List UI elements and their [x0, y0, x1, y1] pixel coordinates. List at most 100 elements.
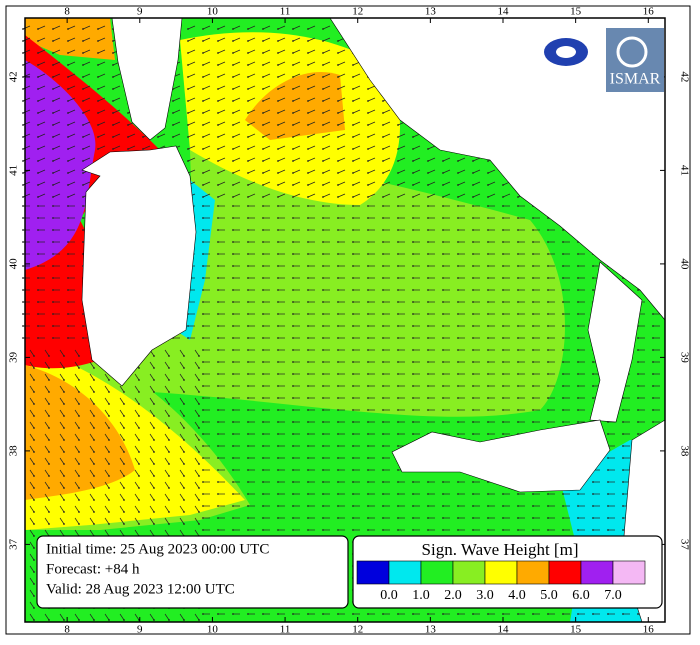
arrow-head [532, 313, 534, 315]
arrow-head [622, 481, 624, 483]
arrow-head [442, 373, 444, 375]
legend-swatch [548, 560, 582, 585]
arrow [89, 613, 95, 621]
arrow [29, 505, 35, 513]
arrow-head [202, 229, 204, 231]
arrow-head [457, 349, 459, 351]
arrow-head [367, 229, 369, 231]
arrow [194, 421, 200, 429]
arrow [367, 133, 376, 138]
arrow-head [517, 529, 519, 531]
arrow-head [337, 217, 339, 219]
arrow-head [67, 313, 69, 315]
arrow-head [412, 217, 414, 219]
arrow-head [337, 289, 339, 291]
arrow-head [442, 229, 444, 231]
arrow [247, 169, 256, 174]
arrow-head [637, 373, 639, 375]
arrow-head [262, 385, 264, 387]
arrow-head [37, 124, 39, 126]
arrow-head [442, 253, 444, 255]
arrow-head [337, 160, 339, 162]
arrow [194, 445, 200, 453]
arrow-head [202, 52, 204, 54]
arrow-head [277, 373, 279, 375]
arrow-head [502, 217, 504, 219]
arrow-head [307, 196, 309, 198]
arrow [232, 121, 241, 126]
arrow-head [232, 88, 234, 90]
arrow-head [198, 379, 200, 381]
arrow [164, 421, 170, 429]
arrow [457, 157, 466, 162]
arrow-head [652, 373, 654, 375]
arrow-head [277, 529, 279, 531]
arrow [247, 49, 256, 54]
arrow [22, 49, 31, 54]
arrow-head [442, 409, 444, 411]
arrow [442, 193, 451, 198]
arrow-head [397, 124, 399, 126]
arrow-head [502, 241, 504, 243]
arrow-head [577, 253, 579, 255]
arrow-head [382, 217, 384, 219]
arrow-head [442, 301, 444, 303]
arrow-head [337, 112, 339, 114]
arrow-head [472, 241, 474, 243]
arrow-head [397, 217, 399, 219]
arrow-head [487, 493, 489, 495]
arrow-head [277, 205, 279, 207]
arrow-head [63, 619, 65, 621]
arrow [59, 373, 65, 381]
arrow-head [367, 112, 369, 114]
arrow [277, 121, 286, 126]
arrow-head [247, 28, 249, 30]
arrow-head [652, 385, 654, 387]
arrow-head [277, 493, 279, 495]
arrow-head [577, 325, 579, 327]
arrow-head [532, 241, 534, 243]
arrow-head [247, 349, 249, 351]
arrow-head [307, 289, 309, 291]
arrow-head [108, 439, 110, 441]
arrow-head [202, 385, 204, 387]
lon-label: 14 [498, 624, 510, 636]
arrow-head [292, 445, 294, 447]
arrow [179, 361, 185, 369]
arrow [382, 133, 391, 138]
arrow-head [532, 409, 534, 411]
arrow-head [397, 481, 399, 483]
arrow-head [547, 517, 549, 519]
arrow-head [292, 184, 294, 186]
arrow-head [67, 289, 69, 291]
arrow-head [33, 595, 35, 597]
arrow-head [112, 136, 114, 138]
arrow-head [412, 349, 414, 351]
arrow-head [277, 613, 279, 615]
arrow-head [247, 184, 249, 186]
arrow-head [82, 325, 84, 327]
arrow-head [232, 76, 234, 78]
arrow [187, 109, 196, 114]
arrow-head [247, 265, 249, 267]
arrow-head [397, 313, 399, 315]
arrow-head [97, 112, 99, 114]
logo-text: ISMAR [610, 71, 661, 88]
arrow-head [382, 325, 384, 327]
legend-swatch [516, 560, 550, 585]
arrow [277, 37, 286, 42]
arrow-head [202, 505, 204, 507]
arrow-head [123, 415, 125, 417]
arrow [397, 181, 406, 186]
arrow [67, 181, 76, 186]
arrow-head [168, 379, 170, 381]
arrow [187, 61, 196, 66]
arrow-head [307, 217, 309, 219]
arrow-head [37, 289, 39, 291]
arrow-head [262, 229, 264, 231]
arrow-head [352, 196, 354, 198]
arrow-head [352, 613, 354, 615]
arrow [307, 109, 316, 114]
arrow-head [277, 88, 279, 90]
arrow [52, 121, 61, 126]
